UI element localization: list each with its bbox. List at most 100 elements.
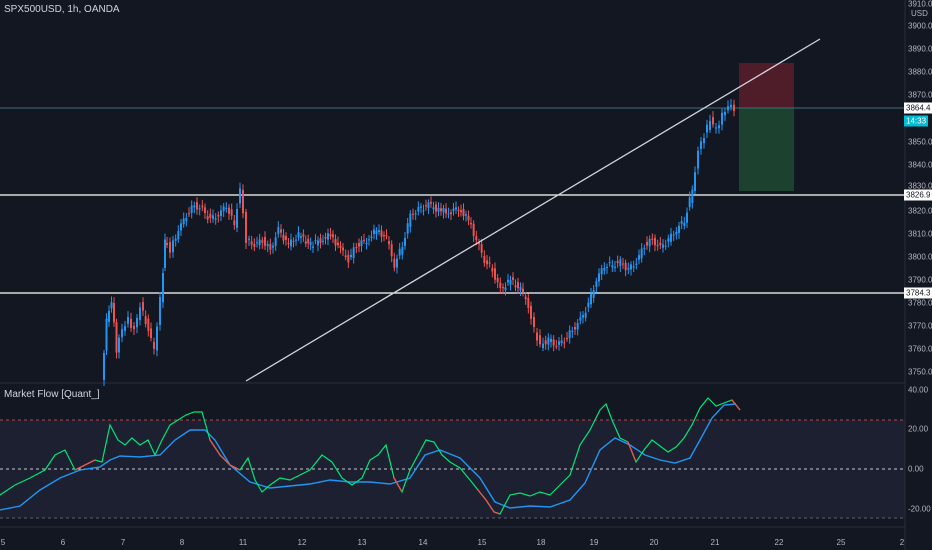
candle-body xyxy=(142,302,144,311)
candle-body xyxy=(396,258,398,268)
candle-body xyxy=(524,296,527,300)
candle-body xyxy=(412,213,414,215)
candle-body xyxy=(686,212,688,223)
candle-body xyxy=(285,236,287,240)
candle-body xyxy=(442,208,445,213)
resistance-price-tag: 3826.9 xyxy=(904,189,932,201)
candle-body xyxy=(342,247,344,251)
candle-body xyxy=(715,127,717,129)
candle-body xyxy=(598,273,600,282)
candle-body xyxy=(404,237,406,246)
candle-body xyxy=(388,240,390,245)
candle-body xyxy=(198,208,201,210)
candle-body xyxy=(706,124,708,133)
candle-body xyxy=(654,237,656,246)
price-tick: 3830.0 xyxy=(908,181,932,191)
price-tick: 3910.0 xyxy=(908,0,932,9)
candle-body xyxy=(733,104,735,111)
candle-body xyxy=(280,229,282,233)
candle-body xyxy=(504,287,507,291)
candle-body xyxy=(630,264,632,270)
candle-body xyxy=(375,231,378,234)
time-tick: 18 xyxy=(536,538,546,547)
candle-body xyxy=(185,217,188,222)
candle-body xyxy=(638,255,640,260)
candle-body xyxy=(287,243,290,245)
chart-title: SPX500USD, 1h, OANDA xyxy=(4,4,120,15)
candle-body xyxy=(204,207,206,214)
candle-body xyxy=(691,189,694,203)
candle-body xyxy=(115,322,118,353)
candle-body xyxy=(124,326,126,331)
candle-body xyxy=(220,210,222,216)
candle-body xyxy=(430,202,432,204)
candle-body xyxy=(245,211,247,243)
candle-body xyxy=(139,307,141,321)
time-tick: 22 xyxy=(774,538,784,547)
candle-body xyxy=(242,189,244,214)
time-tick: 7 xyxy=(120,538,126,547)
candle-body xyxy=(646,242,648,246)
candle-body xyxy=(462,209,465,217)
candle-body xyxy=(417,207,420,212)
candle-body xyxy=(307,238,310,244)
candle-body xyxy=(560,340,563,343)
candle-body xyxy=(373,229,375,235)
candle-body xyxy=(568,330,571,339)
candle-body xyxy=(457,209,460,211)
candle-body xyxy=(108,310,110,322)
candle-body xyxy=(648,238,651,247)
candle-body xyxy=(502,287,504,289)
indicator-tick: 40.00 xyxy=(908,385,929,395)
candle-body xyxy=(435,204,437,212)
candle-body xyxy=(212,215,214,219)
candle-body xyxy=(566,337,568,339)
candle-body xyxy=(182,218,185,225)
time-tick: 21 xyxy=(710,538,720,547)
candle-body xyxy=(432,207,435,210)
candle-body xyxy=(635,263,638,265)
candle-body xyxy=(595,281,598,287)
candle-body xyxy=(643,247,646,249)
candle-body xyxy=(550,338,552,342)
candle-body xyxy=(147,318,150,331)
market-flow-bearish-segment xyxy=(209,439,241,471)
candle-body xyxy=(352,247,355,258)
candle-body xyxy=(488,262,491,264)
candle-body xyxy=(584,312,587,318)
indicator-tick: -20.00 xyxy=(908,504,931,514)
candle-body xyxy=(295,239,297,241)
candle-body xyxy=(420,206,422,208)
candle-body xyxy=(574,327,576,330)
candle-body xyxy=(603,267,606,271)
price-tick: 3750.0 xyxy=(908,367,932,377)
price-tick: 3870.0 xyxy=(908,90,932,100)
candle-body xyxy=(611,265,614,268)
candle-body xyxy=(514,285,517,288)
candle-body xyxy=(105,318,108,351)
candle-body xyxy=(261,240,264,243)
candle-body xyxy=(475,236,478,241)
price-tick: 3840.0 xyxy=(908,160,932,170)
candle-body xyxy=(314,240,317,242)
candle-body xyxy=(571,330,574,333)
candle-body xyxy=(290,239,292,247)
time-tick: 14 xyxy=(418,538,428,547)
candle-body xyxy=(253,243,256,247)
candle-body xyxy=(721,112,723,125)
candle-body xyxy=(694,172,696,192)
candle-body xyxy=(709,120,711,130)
candle-body xyxy=(519,287,522,291)
candle-body xyxy=(678,225,680,233)
candle-body xyxy=(486,260,488,265)
candle-body xyxy=(563,342,566,344)
candle-body xyxy=(536,332,538,341)
candle-body xyxy=(582,314,584,318)
candle-body xyxy=(470,222,472,225)
price-tick: 3780.0 xyxy=(908,298,932,308)
candle-body xyxy=(206,216,209,220)
indicator-tick: 20.00 xyxy=(908,424,929,434)
candle-body xyxy=(159,297,161,325)
